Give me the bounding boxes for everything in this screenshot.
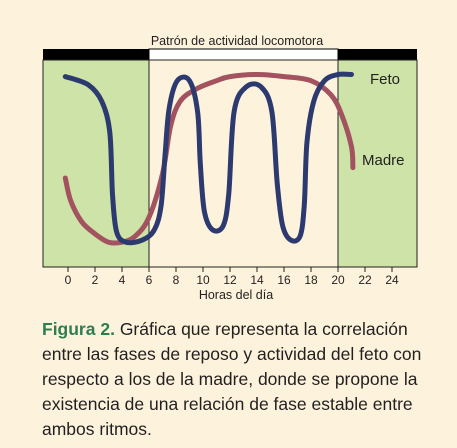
activity-bar-dark-right — [338, 49, 417, 60]
activity-bar — [43, 48, 417, 61]
x-tick-label-4: 4 — [119, 273, 126, 287]
chart: Patrón de actividad locomotora 0 2 4 6 8 10 12… — [42, 34, 418, 302]
series-label-feto: Feto — [370, 71, 400, 88]
x-tick-label-20: 20 — [331, 273, 345, 287]
x-tick-label-6: 6 — [146, 273, 153, 287]
x-tick-label-24: 24 — [385, 273, 399, 287]
x-axis: 0 2 4 6 8 10 12 14 16 18 20 22 24 — [65, 267, 399, 287]
figure-caption: Figura 2. Gráfica que representa la corr… — [42, 317, 442, 442]
series-line-madre — [62, 72, 356, 246]
x-axis-label: Horas del día — [199, 288, 273, 302]
series-line-feto — [62, 71, 354, 246]
activity-bar-light — [148, 48, 339, 61]
x-tick-label-14: 14 — [250, 273, 264, 287]
x-tick-label-12: 12 — [223, 273, 237, 287]
caption-label: Figura 2. — [42, 319, 115, 339]
caption-text: Gráfica que representa la correlación en… — [42, 319, 422, 439]
series-layer — [62, 71, 356, 246]
x-tick-label-8: 8 — [173, 273, 180, 287]
x-tick-label-0: 0 — [65, 273, 72, 287]
x-tick-label-10: 10 — [196, 273, 210, 287]
activity-bar-dark-left — [43, 49, 149, 60]
x-tick-label-22: 22 — [358, 273, 372, 287]
x-tick-label-2: 2 — [92, 273, 99, 287]
series-labels: Feto Madre — [362, 71, 405, 169]
x-tick-label-16: 16 — [277, 273, 291, 287]
series-label-madre: Madre — [362, 152, 405, 169]
x-tick-label-18: 18 — [304, 273, 318, 287]
chart-title: Patrón de actividad locomotora — [151, 34, 323, 48]
